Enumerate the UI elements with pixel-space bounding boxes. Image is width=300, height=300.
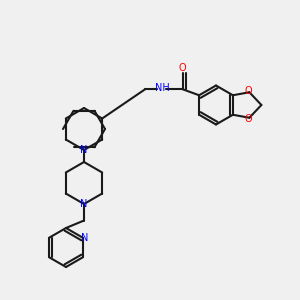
Text: O: O: [244, 114, 252, 124]
Text: NH: NH: [155, 83, 170, 93]
Text: N: N: [81, 233, 88, 243]
Text: O: O: [244, 86, 252, 96]
Text: N: N: [80, 199, 88, 209]
Text: O: O: [179, 63, 186, 73]
Text: N: N: [80, 145, 88, 155]
